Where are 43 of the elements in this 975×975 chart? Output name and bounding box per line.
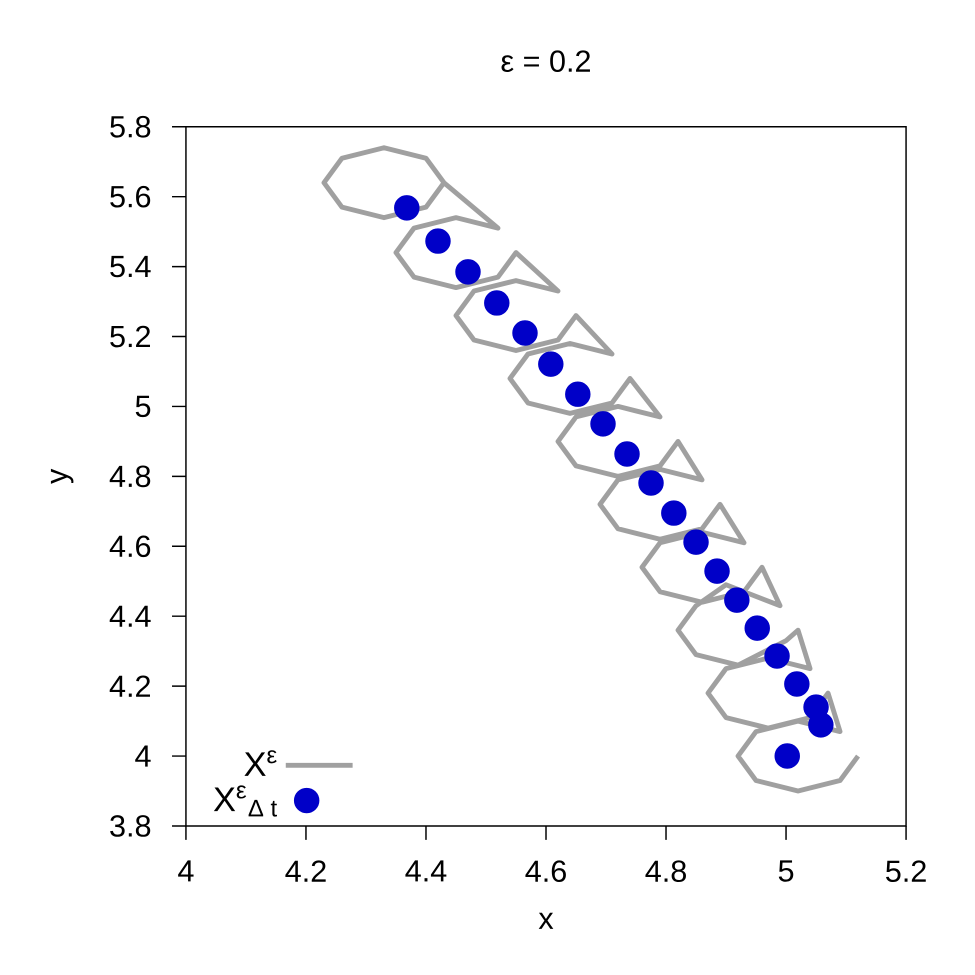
point <box>764 643 790 669</box>
point <box>614 441 640 467</box>
legend-label: X$^{ε}$Δ t <box>214 785 278 817</box>
point <box>638 470 664 496</box>
y-tick-label: 3.8 <box>110 815 150 837</box>
point <box>744 615 770 641</box>
x-tick-label: 5 <box>778 860 794 882</box>
y-tick-label: 4 <box>135 746 151 767</box>
point <box>565 381 591 407</box>
point <box>784 671 810 697</box>
x-tick-label: 4.8 <box>645 860 686 882</box>
point <box>704 558 730 584</box>
x-tick-label: 4.6 <box>525 860 566 882</box>
y-tick-label: 4.2 <box>110 675 150 697</box>
x-tick-label: 5.2 <box>886 860 926 882</box>
y-tick-label: 5 <box>136 396 150 418</box>
point <box>774 743 800 769</box>
y-tick-label: 5.2 <box>110 326 150 348</box>
x-axis-title: x <box>538 912 554 929</box>
x-tick-label: 4.2 <box>285 860 326 882</box>
y-tick-label: 5.4 <box>110 256 151 278</box>
point <box>683 529 709 555</box>
legend-label: X$^{ε}$ <box>244 750 277 776</box>
point <box>425 228 451 254</box>
y-axis-title: y <box>50 468 74 484</box>
x-tick-label: 4 <box>178 860 194 882</box>
point <box>590 411 616 437</box>
point <box>661 500 687 526</box>
point <box>538 351 564 377</box>
x-tick-label: 4.4 <box>405 860 446 882</box>
point <box>803 694 829 720</box>
point <box>512 320 538 346</box>
chart-title: ε = 0.2 <box>502 50 590 72</box>
line-series <box>322 145 861 794</box>
point <box>394 195 420 221</box>
y-tick-label: 4.4 <box>110 606 151 627</box>
y-tick-label: 5.8 <box>110 116 150 138</box>
point <box>724 587 750 613</box>
y-tick-label: 4.6 <box>110 535 150 558</box>
point <box>455 259 481 285</box>
y-tick-label: 5.6 <box>110 186 150 208</box>
y-tick-label: 4.8 <box>110 466 150 488</box>
point <box>484 290 510 316</box>
